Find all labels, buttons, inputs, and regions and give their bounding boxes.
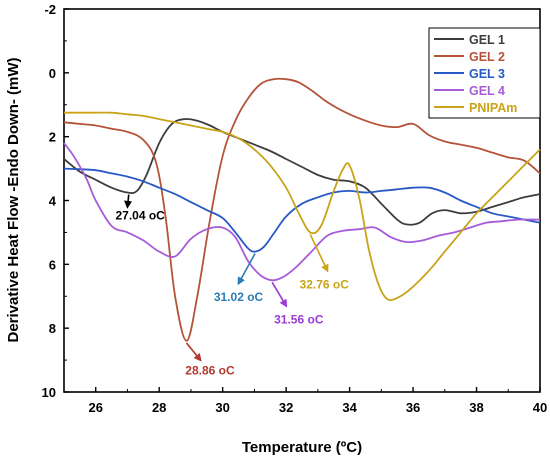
series-line-gel-1 bbox=[63, 118, 541, 226]
annotation-value: 31.02 bbox=[214, 290, 247, 304]
annotation-unit: oC bbox=[308, 312, 324, 326]
annotation-value: 32.76 bbox=[300, 277, 333, 291]
y-axis-label: Derivative Heat Flow -Endo Down- (mW) bbox=[5, 57, 22, 342]
annotation-value: 27.04 bbox=[115, 209, 148, 223]
legend: GEL 1 GEL 2 GEL 3 GEL 4 PNIPAm bbox=[428, 27, 541, 119]
legend-label: GEL 4 bbox=[469, 84, 505, 98]
x-tick-label: 34 bbox=[342, 400, 357, 415]
annotation-value: 28.86 bbox=[185, 363, 218, 377]
annotation-arrow bbox=[309, 234, 329, 273]
series-line-pnipam bbox=[64, 111, 541, 302]
x-tick-label: 36 bbox=[406, 400, 420, 415]
y-tick-label: 2 bbox=[49, 130, 56, 145]
annotation-unit: oC bbox=[333, 277, 349, 291]
y-tick-label: 4 bbox=[49, 194, 57, 209]
legend-label: GEL 2 bbox=[469, 50, 505, 64]
x-tick-label: 38 bbox=[469, 400, 483, 415]
annotation-label: 31.56 oC bbox=[274, 312, 324, 326]
annotation-arrow bbox=[185, 342, 202, 362]
legend-label: PNIPAm bbox=[469, 101, 517, 115]
annotation-value: 31.56 bbox=[274, 312, 307, 326]
y-tick-label: 0 bbox=[49, 66, 56, 81]
annotation-unit: oC bbox=[247, 290, 263, 304]
legend-label: GEL 1 bbox=[469, 33, 505, 47]
y-axis: -2 0 2 4 6 8 10 bbox=[42, 2, 69, 400]
x-tick-label: 40 bbox=[533, 400, 547, 415]
series-line-gel-4 bbox=[63, 142, 541, 282]
annotation-unit: oC bbox=[149, 209, 165, 223]
y-tick-label: -2 bbox=[44, 2, 56, 17]
series-line-gel-2 bbox=[63, 77, 541, 342]
legend-label: GEL 3 bbox=[469, 67, 505, 81]
x-tick-label: 26 bbox=[88, 400, 102, 415]
annotation-label: 32.76 oC bbox=[300, 277, 350, 291]
x-axis-label: Temperature (ºC) bbox=[242, 439, 362, 456]
annotation-arrow bbox=[237, 253, 256, 286]
annotation-arrow bbox=[124, 194, 133, 209]
annotation-label: 28.86 oC bbox=[185, 363, 235, 377]
annotation-arrow bbox=[271, 281, 288, 308]
x-tick-label: 30 bbox=[215, 400, 229, 415]
annotation-label: 27.04 oC bbox=[115, 209, 165, 223]
x-tick-label: 28 bbox=[152, 400, 166, 415]
x-tick-label: 32 bbox=[279, 400, 293, 415]
y-tick-label: 6 bbox=[49, 257, 56, 272]
y-tick-label: 10 bbox=[42, 385, 56, 400]
annotation-label: 31.02 oC bbox=[214, 290, 264, 304]
annotation-unit: oC bbox=[219, 363, 235, 377]
series-line-gel-3 bbox=[63, 167, 541, 253]
y-tick-label: 8 bbox=[49, 321, 56, 336]
series-lines bbox=[63, 77, 541, 342]
